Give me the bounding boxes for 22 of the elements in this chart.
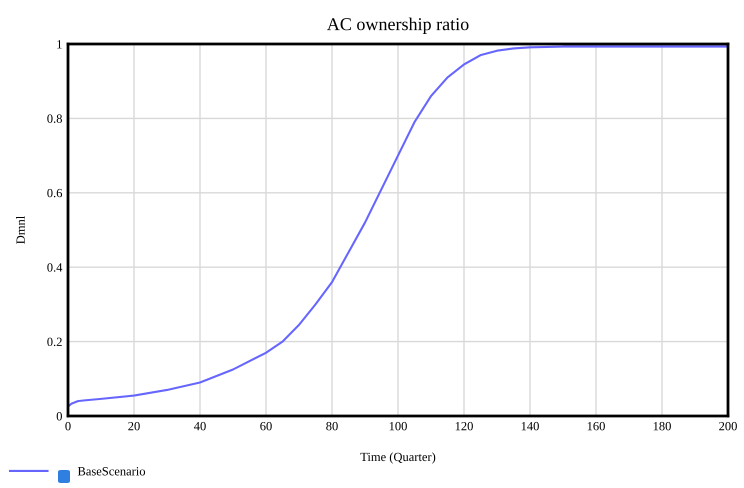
x-tick-label: 140 <box>522 422 539 430</box>
x-axis-title: Time (Quarter) <box>360 452 436 464</box>
x-tick-label: 180 <box>654 422 671 430</box>
x-tick-label: 160 <box>588 422 605 430</box>
y-tick-label: 1 <box>57 40 62 48</box>
x-tick-label: 20 <box>128 422 140 430</box>
x-tick-label: 200 <box>719 422 737 430</box>
x-tick-label: 120 <box>456 422 473 430</box>
y-tick-label: 0.6 <box>47 188 62 198</box>
x-tick-label: 40 <box>194 422 206 430</box>
x-tick-label: 80 <box>326 422 338 430</box>
x-tick-label: 100 <box>390 422 407 430</box>
y-axis-title: Dmnl <box>16 216 25 244</box>
y-tick-label: 0 <box>56 412 62 420</box>
x-tick-label: 60 <box>260 422 272 430</box>
y-tick-label: 0.2 <box>47 338 62 346</box>
x-tick-label: 0 <box>65 422 71 430</box>
y-tick-label: 0.8 <box>47 114 62 123</box>
y-tick-label: 0.4 <box>47 263 62 272</box>
text: BaseScenario <box>78 467 146 476</box>
line-series <box>68 46 728 408</box>
chart-title: AC ownership ratio <box>326 18 469 34</box>
